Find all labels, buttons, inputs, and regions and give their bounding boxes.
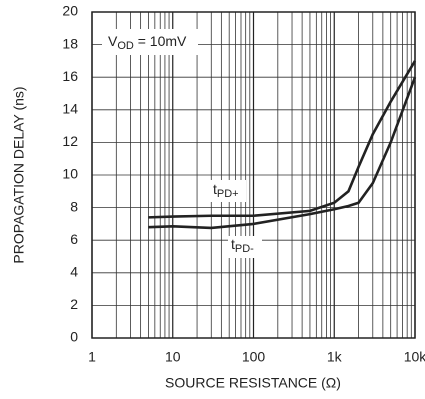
line-series: [148, 60, 417, 219]
label-bg: [210, 180, 246, 202]
x-tick-label: 1k: [327, 349, 343, 365]
y-tick-label: 6: [70, 231, 78, 247]
x-tick-label: 1: [88, 349, 96, 365]
subscript: OD: [117, 40, 134, 52]
text-part: t: [231, 236, 235, 252]
y-tick-label: 2: [70, 296, 78, 312]
annotation: VOD = 10mV: [108, 33, 187, 52]
annotation: tPD+: [213, 181, 239, 200]
y-tick-label: 14: [62, 101, 78, 117]
x-tick-label: 100: [242, 349, 266, 365]
y-tick-label: 0: [70, 329, 78, 345]
y-tick-label: 18: [62, 35, 78, 51]
x-axis-label: SOURCE RESISTANCE (Ω): [165, 375, 341, 391]
y-tick-label: 8: [70, 198, 78, 214]
label-bg: [228, 236, 262, 258]
subscript: PD-: [235, 243, 254, 255]
y-tick-label: 10: [62, 166, 78, 182]
text-part: t: [213, 181, 217, 197]
text-part: V: [108, 33, 118, 49]
x-tick-label: 10k: [404, 349, 425, 365]
y-tick-label: 12: [62, 133, 78, 149]
y-tick-label: 16: [62, 68, 78, 84]
subscript: PD+: [217, 188, 239, 200]
annotation-box: [102, 29, 198, 55]
y-tick-label: 4: [70, 264, 78, 280]
line-series: [148, 76, 417, 230]
x-tick-label: 10: [165, 349, 181, 365]
text-part: = 10mV: [134, 33, 187, 49]
plot-frame: [91, 11, 416, 339]
y-axis-label: PROPAGATION DELAY (ns): [11, 86, 27, 263]
y-tick-label: 20: [62, 3, 78, 19]
annotation: tPD-: [231, 236, 254, 255]
